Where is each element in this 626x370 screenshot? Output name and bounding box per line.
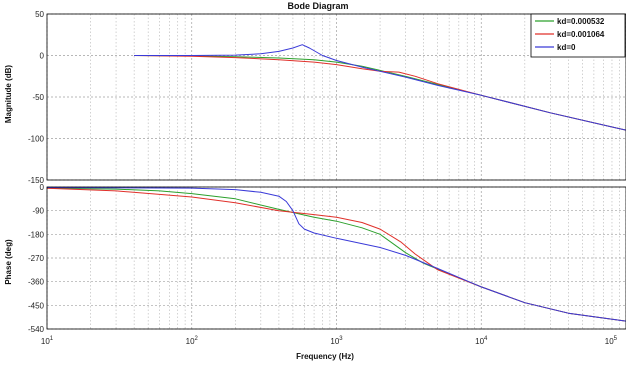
legend-label-kd-0: kd=0 [557,43,576,52]
phase-y-tick-label: -360 [28,278,45,287]
x-tick-label: 105 [605,336,618,346]
phase-y-tick-label: 0 [40,183,45,192]
magnitude-y-tick-label: -150 [28,176,45,185]
magnitude-series-group [134,44,626,131]
legend: kd=0.000532 kd=0.001064 kd=0 [530,13,626,58]
magnitude-panel: 50 0 -50 -100 -150 [28,10,626,185]
phase-y-tick-label: -540 [28,325,45,334]
x-axis-label: Frequency (Hz) [296,352,354,361]
chart-title: Bode Diagram [287,1,348,11]
x-tick-label: 102 [186,336,199,346]
magnitude-axis-label: Magnitude (dB) [4,65,13,124]
x-tick-label: 103 [330,336,343,346]
x-tick-label: 104 [475,336,488,346]
magnitude-y-tick-label: -50 [32,93,44,102]
phase-y-tick-label: -270 [28,254,45,263]
legend-label-kd-0-001064: kd=0.001064 [557,30,605,39]
phase-axes-frame [46,186,626,330]
phase-y-tick-label: -450 [28,301,45,310]
x-tick-label: 101 [41,336,54,346]
phase-y-tick-label: -90 [32,207,44,216]
legend-label-kd-0-000532: kd=0.000532 [557,17,605,26]
magnitude-axes-frame [46,13,626,181]
magnitude-y-tick-label: -100 [28,135,45,144]
phase-series-group [47,187,626,322]
phase-y-tick-label: -180 [28,230,45,239]
magnitude-y-tick-label: 0 [40,52,45,61]
magnitude-series-kd-0 [134,44,626,131]
phase-panel: 0 -90 -180 -270 -360 -450 -540 [28,183,626,334]
phase-axis-label: Phase (deg) [4,239,13,285]
magnitude-y-tick-label: 50 [35,10,44,19]
phase-series-kd-0 [47,187,626,322]
